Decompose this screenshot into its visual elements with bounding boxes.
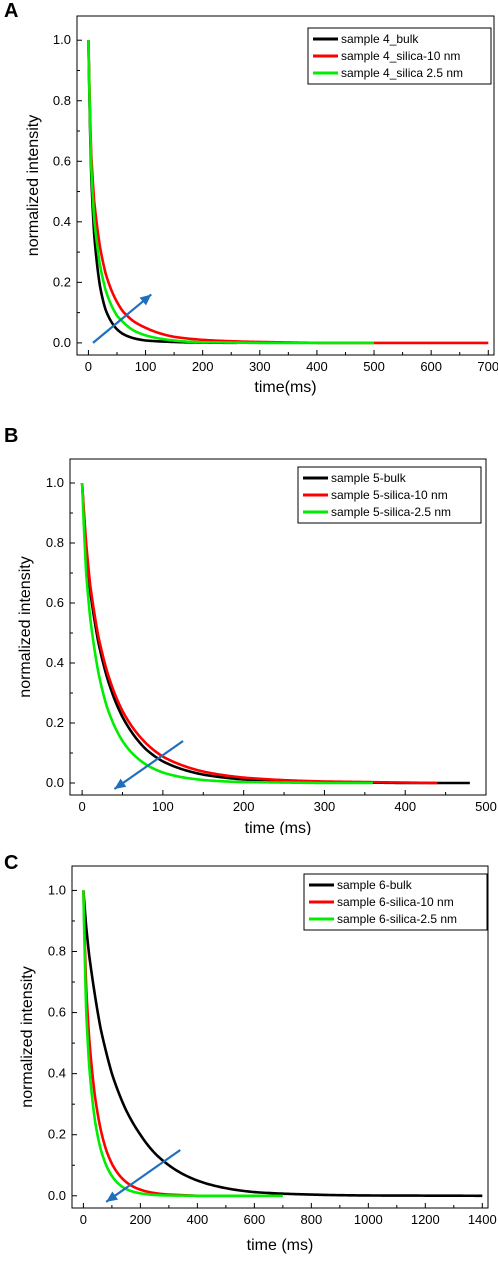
panel-letter-c: C xyxy=(4,852,19,874)
trend-arrow-shaft xyxy=(105,1149,181,1203)
x-axis-label: time (ms) xyxy=(245,820,312,835)
y-tick-label: 0.4 xyxy=(48,1066,66,1081)
legend-label: sample 4_silica-10 nm xyxy=(341,49,460,63)
x-tick-label: 200 xyxy=(130,1212,152,1227)
trend-arrow-head xyxy=(139,294,152,306)
series-line-1 xyxy=(87,39,238,345)
y-tick-label: 1.0 xyxy=(48,882,66,897)
x-tick-label: 1400 xyxy=(468,1212,497,1227)
y-tick-label: 0.0 xyxy=(53,335,71,350)
plot-frame xyxy=(71,865,489,1209)
x-tick-label: 0 xyxy=(78,799,85,814)
series-line-3 xyxy=(82,889,283,1198)
y-tick-label: 0.6 xyxy=(48,1005,66,1020)
chart-a-svg: 0 100 200 300 400 500 600 700 0.0 0.2 0.4 0.6 0.8 1.0… xyxy=(25,15,498,396)
legend-box xyxy=(307,27,492,85)
x-tick-label: 0 xyxy=(80,1212,87,1227)
y-tick-label: 0.6 xyxy=(53,153,71,168)
y-tick-label: 1.0 xyxy=(46,475,64,490)
x-tick-label: 800 xyxy=(300,1212,322,1227)
x-tick-label: 200 xyxy=(233,799,255,814)
x-tick-label: 500 xyxy=(363,359,385,374)
chart-panel-b: B 0 100 200 300 400 500 0.0 0.2 0.4 0.6 0.8 1.0 time… xyxy=(0,425,498,837)
legend-label: sample 4_silica 2.5 nm xyxy=(341,66,463,80)
series-line-3 xyxy=(87,39,375,345)
legend-box xyxy=(297,466,482,524)
legend-label: sample 6-silica-10 nm xyxy=(337,895,454,909)
x-tick-label: 600 xyxy=(420,359,442,374)
x-tick-label: 0 xyxy=(85,359,92,374)
y-axis-label: normalized intensity xyxy=(25,115,42,256)
x-axis-label: time (ms) xyxy=(247,1237,314,1254)
x-tick-label: 500 xyxy=(475,799,497,814)
series-line-3 xyxy=(80,481,373,785)
y-tick-label: 0.4 xyxy=(46,655,64,670)
x-tick-label: 300 xyxy=(249,359,271,374)
x-tick-label: 1200 xyxy=(411,1212,440,1227)
panel-letter-b: B xyxy=(4,425,19,447)
chart-panel-c: C 0 200 400 600 800 1000 1200 1400 0.0 0.2 0.4 0.6 0… xyxy=(0,852,498,1264)
x-tick-label: 400 xyxy=(187,1212,209,1227)
x-tick-label: 600 xyxy=(244,1212,266,1227)
series-line-2 xyxy=(82,889,255,1198)
y-tick-label: 1.0 xyxy=(53,32,71,47)
x-tick-label: 400 xyxy=(306,359,328,374)
legend-box xyxy=(303,873,488,931)
y-tick-label: 0.8 xyxy=(53,93,71,108)
x-tick-label: 1000 xyxy=(354,1212,383,1227)
x-tick-label: 100 xyxy=(152,799,174,814)
y-tick-label: 0.2 xyxy=(48,1127,66,1142)
y-tick-label: 0.0 xyxy=(46,775,64,790)
x-axis-label: time(ms) xyxy=(254,379,316,396)
series-line-2 xyxy=(80,481,438,785)
x-tick-label: 400 xyxy=(394,799,416,814)
y-axis-label: normalized intensity xyxy=(19,966,36,1107)
y-tick-label: 0.8 xyxy=(46,535,64,550)
x-tick-label: 200 xyxy=(192,359,214,374)
y-tick-label: 0.4 xyxy=(53,214,71,229)
trend-arrow-shaft xyxy=(113,740,184,790)
y-tick-label: 0.2 xyxy=(53,274,71,289)
plot-frame xyxy=(69,458,487,796)
chart-c-svg: 0 200 400 600 800 1000 1200 1400 0.0 0.2 0.4 0.6 0.8… xyxy=(19,865,497,1254)
trend-arrow-head xyxy=(114,778,127,789)
x-tick-label: 300 xyxy=(314,799,336,814)
x-tick-label: 700 xyxy=(477,359,498,374)
chart-b-svg: 0 100 200 300 400 500 0.0 0.2 0.4 0.6 0.8 1.0 time (… xyxy=(17,458,497,837)
chart-panel-a: A 0 100 200 300 400 500 600 700 0.0 0.2 0.4 0.6 0.8 1… xyxy=(0,0,498,410)
y-tick-label: 0.2 xyxy=(46,715,64,730)
x-tick-label: 100 xyxy=(135,359,157,374)
y-axis-label: normalized intensity xyxy=(17,556,34,697)
y-tick-label: 0.6 xyxy=(46,595,64,610)
legend-label: sample 5-silica-2.5 nm xyxy=(331,505,451,519)
y-tick-label: 0.0 xyxy=(48,1188,66,1203)
series-line-1 xyxy=(82,889,483,1198)
legend-label: sample 6-bulk xyxy=(337,878,413,892)
legend-label: sample 5-silica-10 nm xyxy=(331,488,448,502)
trend-arrow-head xyxy=(106,1191,119,1202)
trend-arrow-shaft xyxy=(92,293,152,344)
y-tick-label: 0.8 xyxy=(48,944,66,959)
panel-letter-a: A xyxy=(4,0,19,22)
legend-label: sample 5-bulk xyxy=(331,471,407,485)
legend-label: sample 4_bulk xyxy=(341,32,419,46)
plot-frame xyxy=(76,15,495,356)
legend-label: sample 6-silica-2.5 nm xyxy=(337,912,457,926)
